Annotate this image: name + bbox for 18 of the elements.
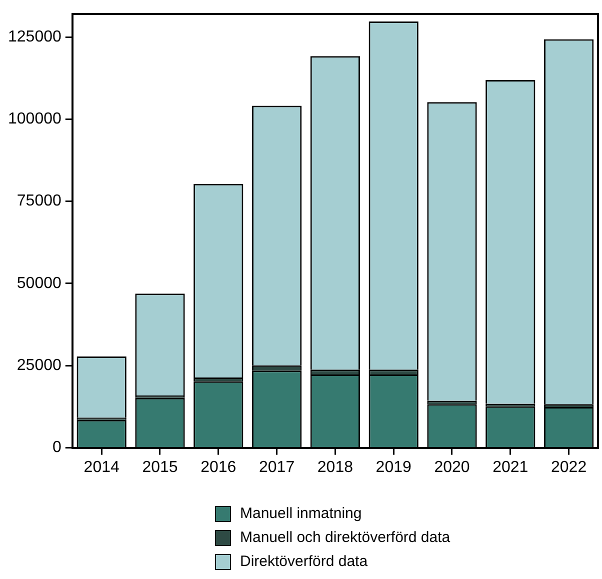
- x-tick-label: 2014: [84, 458, 120, 476]
- x-tick-label: 2021: [492, 458, 528, 476]
- y-tick-label: 25000: [16, 357, 62, 374]
- y-tick-label: 75000: [16, 192, 62, 210]
- y-tick-label: 0: [52, 439, 62, 456]
- x-tick-label: 2022: [551, 458, 587, 476]
- x-tick-label: 2016: [200, 458, 236, 476]
- x-tick-label: 2015: [142, 458, 178, 476]
- y-tick-label: 50000: [16, 274, 62, 292]
- y-tick-label: 125000: [8, 28, 62, 46]
- y-tick-label: 100000: [8, 110, 62, 128]
- legend-label: Manuell inmatning: [240, 505, 362, 523]
- x-tick-label: 2019: [376, 458, 412, 476]
- x-tick-label: 2017: [258, 458, 295, 476]
- legend-label: Manuell och direktöverförd data: [240, 529, 450, 547]
- x-tick-label: 2020: [434, 458, 470, 476]
- legend-label: Direktöverförd data: [240, 553, 368, 571]
- x-tick-label: 2018: [317, 458, 354, 476]
